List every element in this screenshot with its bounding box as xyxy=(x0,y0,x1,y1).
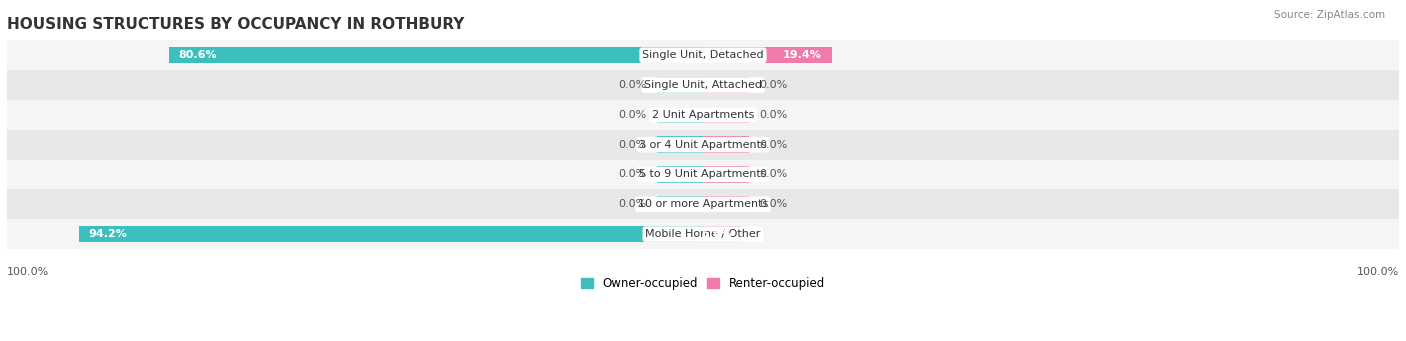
Bar xyxy=(703,226,741,242)
Text: 100.0%: 100.0% xyxy=(7,267,49,277)
Bar xyxy=(657,166,703,183)
Bar xyxy=(7,189,1399,219)
Text: 0.0%: 0.0% xyxy=(759,169,787,179)
Text: 0.0%: 0.0% xyxy=(759,199,787,209)
Text: 5 to 9 Unit Apartments: 5 to 9 Unit Apartments xyxy=(640,169,766,179)
Bar xyxy=(703,107,749,123)
Bar xyxy=(703,166,749,183)
Text: 19.4%: 19.4% xyxy=(783,50,821,60)
Text: 3 or 4 Unit Apartments: 3 or 4 Unit Apartments xyxy=(640,140,766,150)
Text: 0.0%: 0.0% xyxy=(619,110,647,120)
Bar xyxy=(657,136,703,153)
Bar xyxy=(657,77,703,93)
Bar xyxy=(7,40,1399,70)
Bar xyxy=(657,107,703,123)
Text: 0.0%: 0.0% xyxy=(759,140,787,150)
Text: Single Unit, Attached: Single Unit, Attached xyxy=(644,80,762,90)
Text: 100.0%: 100.0% xyxy=(1357,267,1399,277)
Bar xyxy=(169,47,703,63)
Text: 0.0%: 0.0% xyxy=(619,140,647,150)
Text: 0.0%: 0.0% xyxy=(759,80,787,90)
Text: Single Unit, Detached: Single Unit, Detached xyxy=(643,50,763,60)
Text: 94.2%: 94.2% xyxy=(89,229,128,239)
Bar xyxy=(7,219,1399,249)
Text: 0.0%: 0.0% xyxy=(619,199,647,209)
Bar xyxy=(703,196,749,212)
Bar xyxy=(703,47,831,63)
Bar xyxy=(7,100,1399,130)
Bar xyxy=(7,160,1399,189)
Text: 0.0%: 0.0% xyxy=(619,169,647,179)
Bar xyxy=(7,70,1399,100)
Text: 10 or more Apartments: 10 or more Apartments xyxy=(638,199,768,209)
Bar xyxy=(703,136,749,153)
Bar xyxy=(79,226,703,242)
Text: 0.0%: 0.0% xyxy=(759,110,787,120)
Bar xyxy=(7,130,1399,160)
Text: 80.6%: 80.6% xyxy=(179,50,218,60)
Text: HOUSING STRUCTURES BY OCCUPANCY IN ROTHBURY: HOUSING STRUCTURES BY OCCUPANCY IN ROTHB… xyxy=(7,17,464,32)
Text: 5.8%: 5.8% xyxy=(700,229,731,239)
Text: Source: ZipAtlas.com: Source: ZipAtlas.com xyxy=(1274,10,1385,20)
Bar xyxy=(657,196,703,212)
Text: Mobile Home / Other: Mobile Home / Other xyxy=(645,229,761,239)
Legend: Owner-occupied, Renter-occupied: Owner-occupied, Renter-occupied xyxy=(576,272,830,295)
Text: 0.0%: 0.0% xyxy=(619,80,647,90)
Bar xyxy=(703,77,749,93)
Text: 2 Unit Apartments: 2 Unit Apartments xyxy=(652,110,754,120)
